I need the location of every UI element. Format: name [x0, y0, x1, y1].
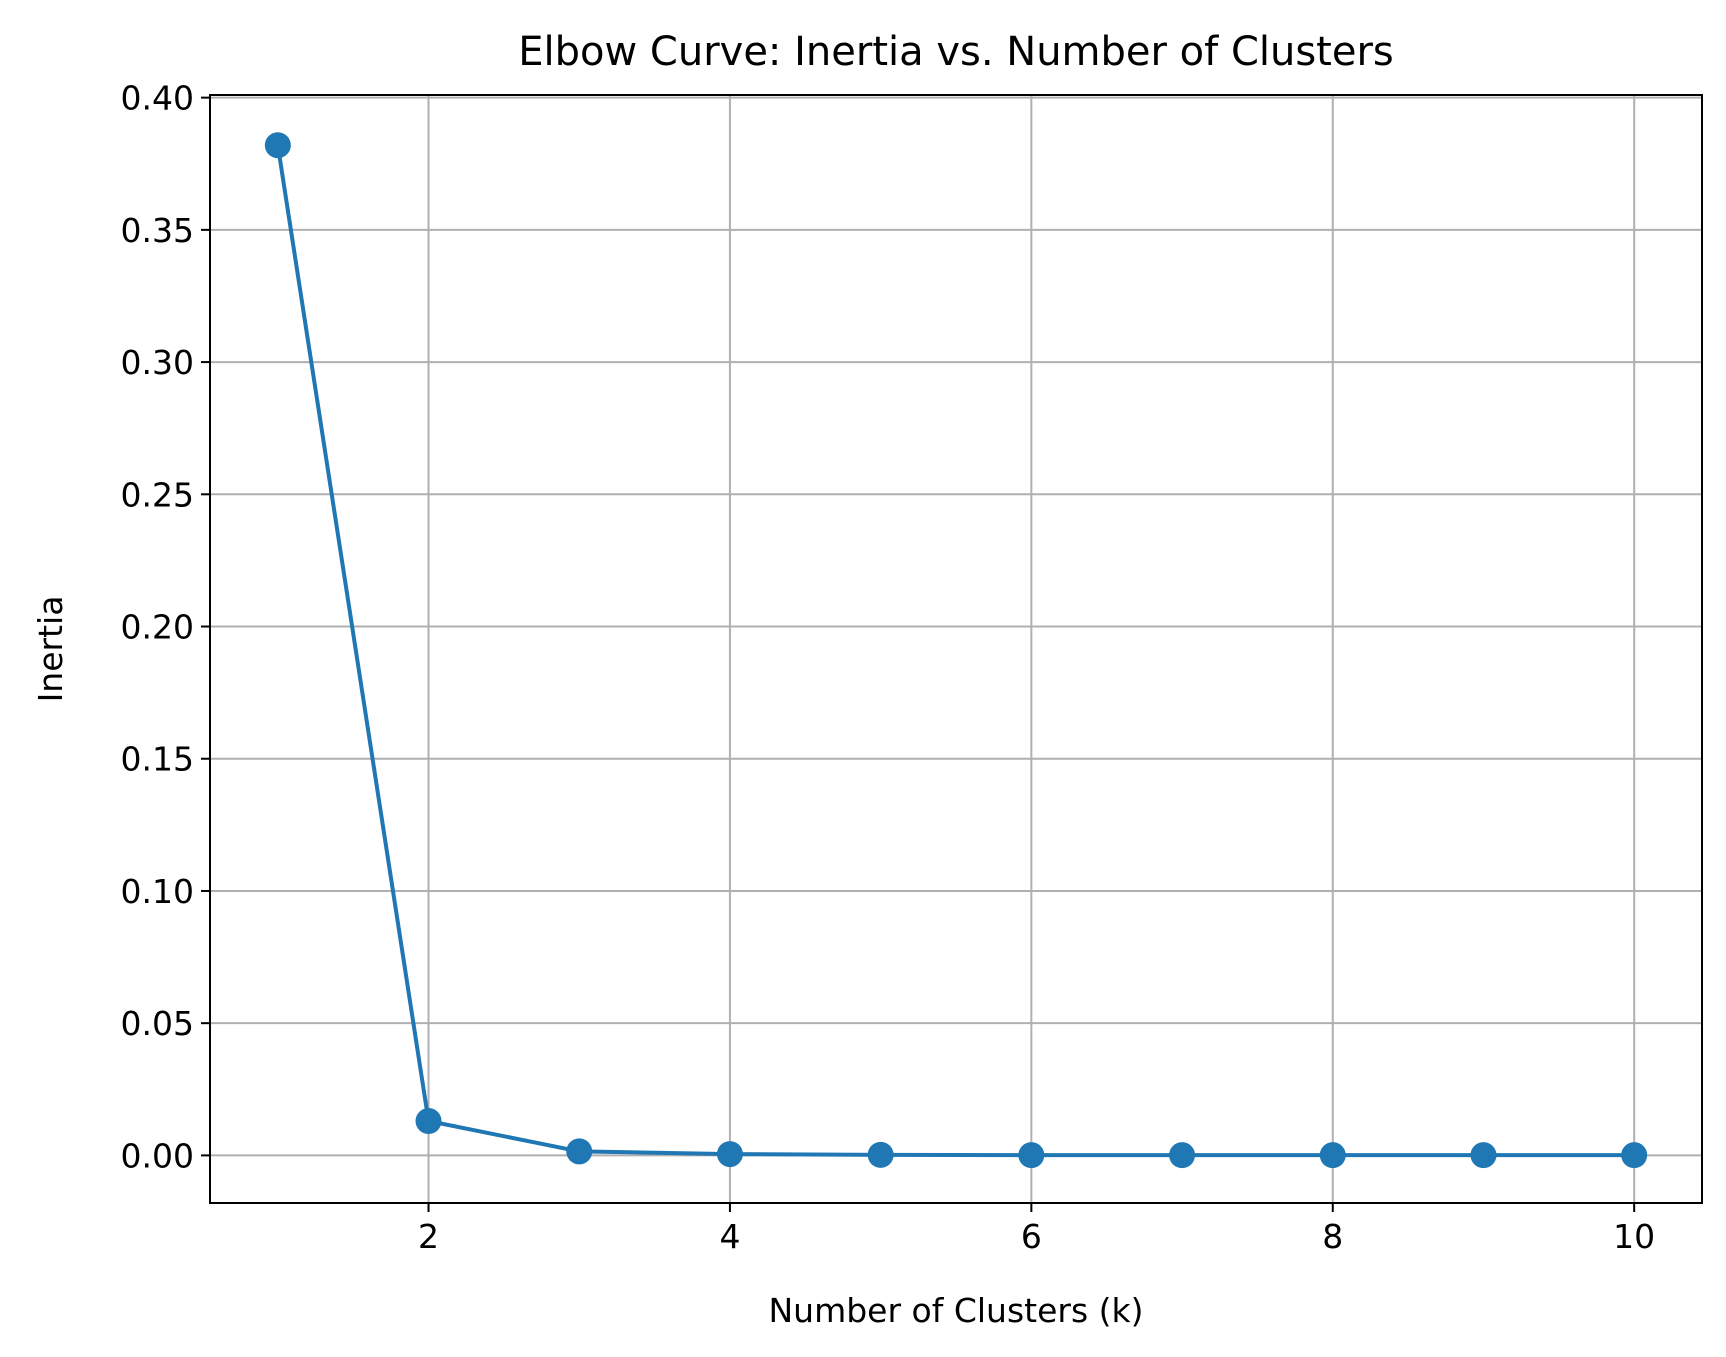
data-point: [566, 1138, 593, 1165]
y-tick-label: 0.40: [121, 79, 194, 118]
data-point: [1470, 1142, 1497, 1169]
data-point: [264, 132, 291, 159]
x-tick-label: 6: [1021, 1217, 1042, 1256]
y-tick-label: 0.15: [121, 740, 194, 779]
x-tick-label: 8: [1322, 1217, 1343, 1256]
y-tick-label: 0.25: [121, 475, 194, 514]
y-tick-label: 0.20: [121, 608, 194, 647]
y-tick-label: 0.10: [121, 872, 194, 911]
y-tick-label: 0.05: [121, 1004, 194, 1043]
y-tick-label: 0.30: [121, 343, 194, 382]
data-point: [716, 1141, 743, 1168]
data-point: [1319, 1142, 1346, 1169]
y-tick-label: 0.35: [121, 211, 194, 250]
y-tick-label: 0.00: [121, 1136, 194, 1175]
series-line: [275, 144, 1635, 1158]
y-axis-label: Inertia: [31, 596, 70, 703]
series-layer: [264, 132, 1648, 1169]
x-axis-label: Number of Clusters (k): [768, 1291, 1143, 1330]
grid-layer: [210, 95, 1702, 1203]
tick-layer: 2 4 6 8 10 0.00 0.05 0.10 0.15 0.20 0.25 0.30 0.35 0.…: [121, 79, 1656, 1256]
data-point: [415, 1108, 442, 1135]
data-point: [867, 1141, 894, 1168]
chart-title: Elbow Curve: Inertia vs. Number of Clust…: [518, 29, 1394, 75]
x-tick-label: 10: [1613, 1217, 1655, 1256]
data-point: [1018, 1142, 1045, 1169]
x-tick-label: 2: [418, 1217, 439, 1256]
plot-frame: [209, 94, 1703, 1204]
data-point: [1621, 1142, 1648, 1169]
data-point: [1169, 1142, 1196, 1169]
x-tick-label: 4: [719, 1217, 740, 1256]
